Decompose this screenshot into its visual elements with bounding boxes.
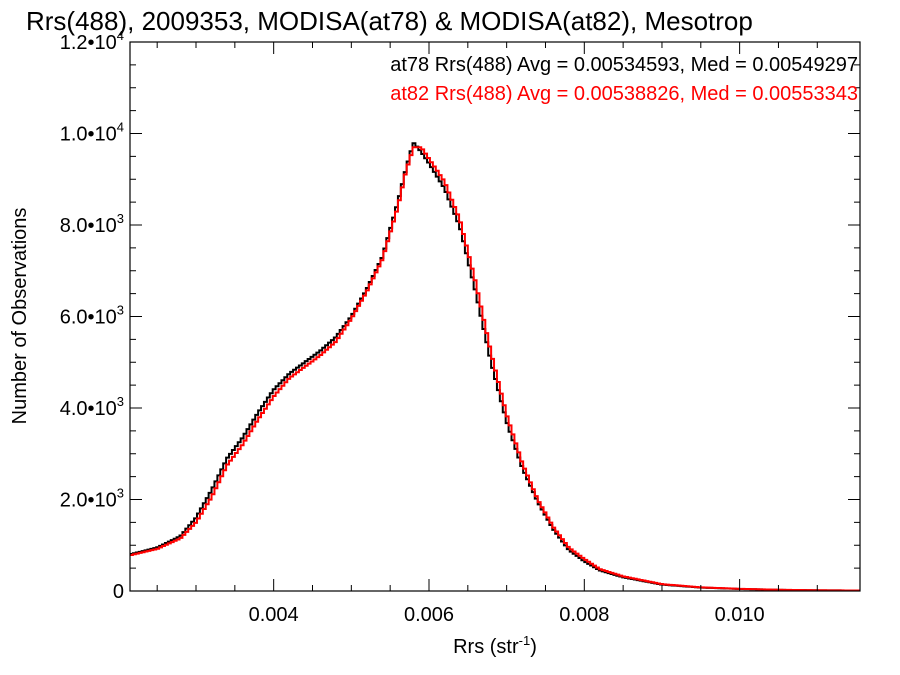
x-axis-label-superscript: -1	[519, 633, 531, 648]
legend-entry-2: at82 Rrs(488) Avg = 0.00538826, Med = 0.…	[390, 83, 858, 105]
chart-title: Rrs(488), 2009353, MODISA(at78) & MODISA…	[26, 6, 753, 36]
x-tick-label: 0.004	[249, 604, 299, 626]
y-tick-label: 4.0•103	[60, 394, 124, 420]
y-tick-label: 1.0•104	[60, 120, 124, 146]
y-tick-label: 8.0•103	[60, 211, 124, 237]
legend-entry-1: at78 Rrs(488) Avg = 0.00534593, Med = 0.…	[390, 54, 858, 76]
y-tick-label: 2.0•103	[60, 486, 124, 512]
series-layer	[130, 142, 860, 592]
y-tick-label: 0	[113, 581, 124, 603]
y-tick-label: 1.2•104	[60, 28, 124, 54]
ticks-layer: 0.004 0.006 0.008 0.010 0 2.0•103 4.0•103 6.0•1…	[60, 28, 860, 626]
legend: at78 Rrs(488) Avg = 0.00534593, Med = 0.…	[390, 54, 858, 105]
y-tick-label: 6.0•103	[60, 303, 124, 329]
x-tick-label: 0.006	[404, 604, 454, 626]
x-axis-label: Rrs (str-1)	[453, 633, 537, 658]
series-2-line	[130, 146, 860, 592]
x-tick-label: 0.010	[715, 604, 765, 626]
y-axis-label: Number of Observations	[9, 208, 31, 425]
x-tick-label: 0.008	[559, 604, 609, 626]
